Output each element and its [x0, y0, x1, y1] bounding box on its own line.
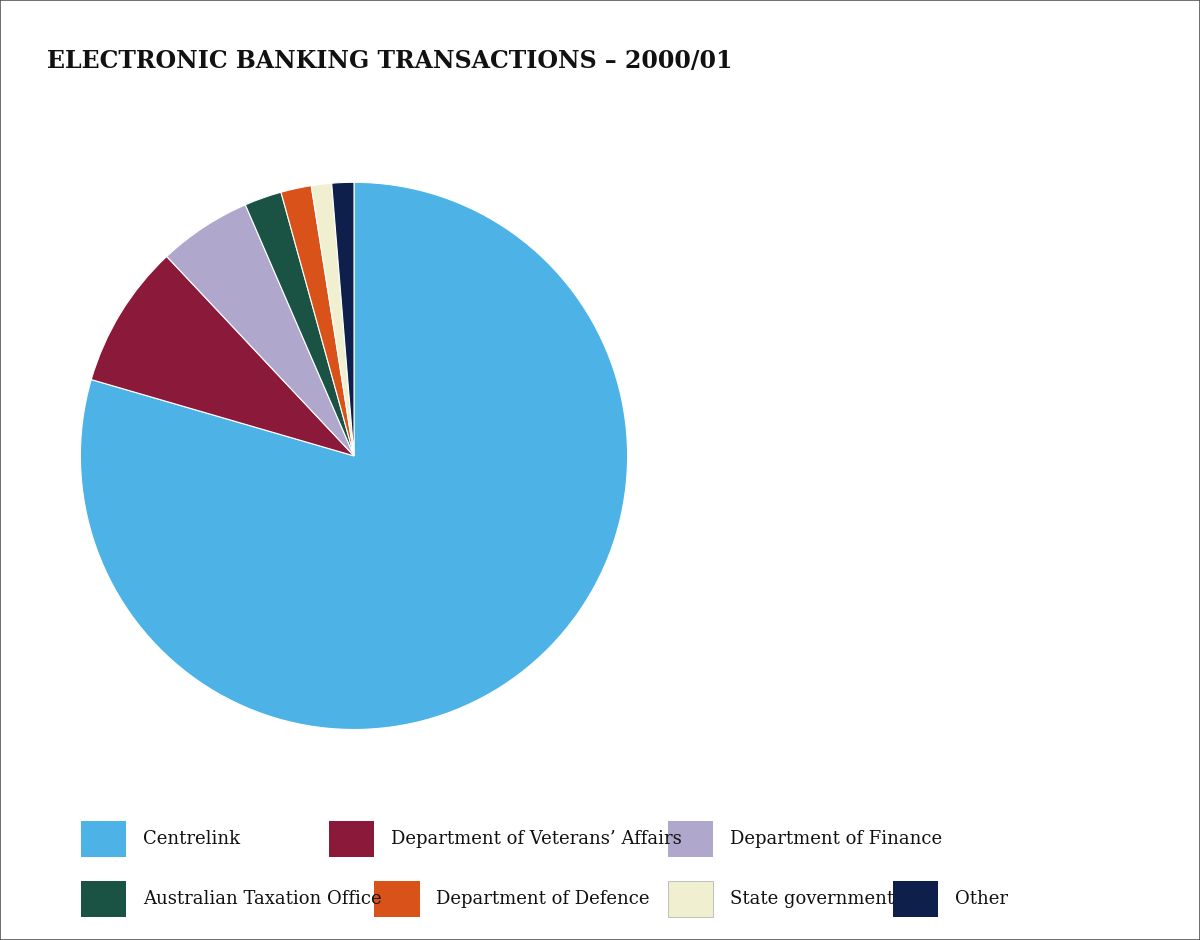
Bar [329, 822, 374, 857]
Text: Department of Defence: Department of Defence [437, 890, 650, 908]
Wedge shape [91, 257, 354, 456]
Wedge shape [167, 205, 354, 456]
Wedge shape [331, 182, 354, 456]
Bar [667, 881, 713, 916]
Wedge shape [80, 182, 628, 729]
Text: Australian Taxation Office: Australian Taxation Office [143, 890, 382, 908]
Bar [374, 881, 420, 916]
Text: Other: Other [955, 890, 1008, 908]
Bar [82, 822, 126, 857]
Wedge shape [281, 186, 354, 456]
Bar [893, 881, 938, 916]
Wedge shape [311, 183, 354, 456]
Text: ELECTRONIC BANKING TRANSACTIONS – 2000/01: ELECTRONIC BANKING TRANSACTIONS – 2000/0… [47, 49, 732, 72]
Text: State government: State government [730, 890, 894, 908]
Text: Centrelink: Centrelink [143, 830, 240, 848]
Wedge shape [245, 192, 354, 456]
Bar [82, 881, 126, 916]
Bar [667, 822, 713, 857]
Text: Department of Finance: Department of Finance [730, 830, 942, 848]
Text: Department of Veterans’ Affairs: Department of Veterans’ Affairs [391, 830, 682, 848]
